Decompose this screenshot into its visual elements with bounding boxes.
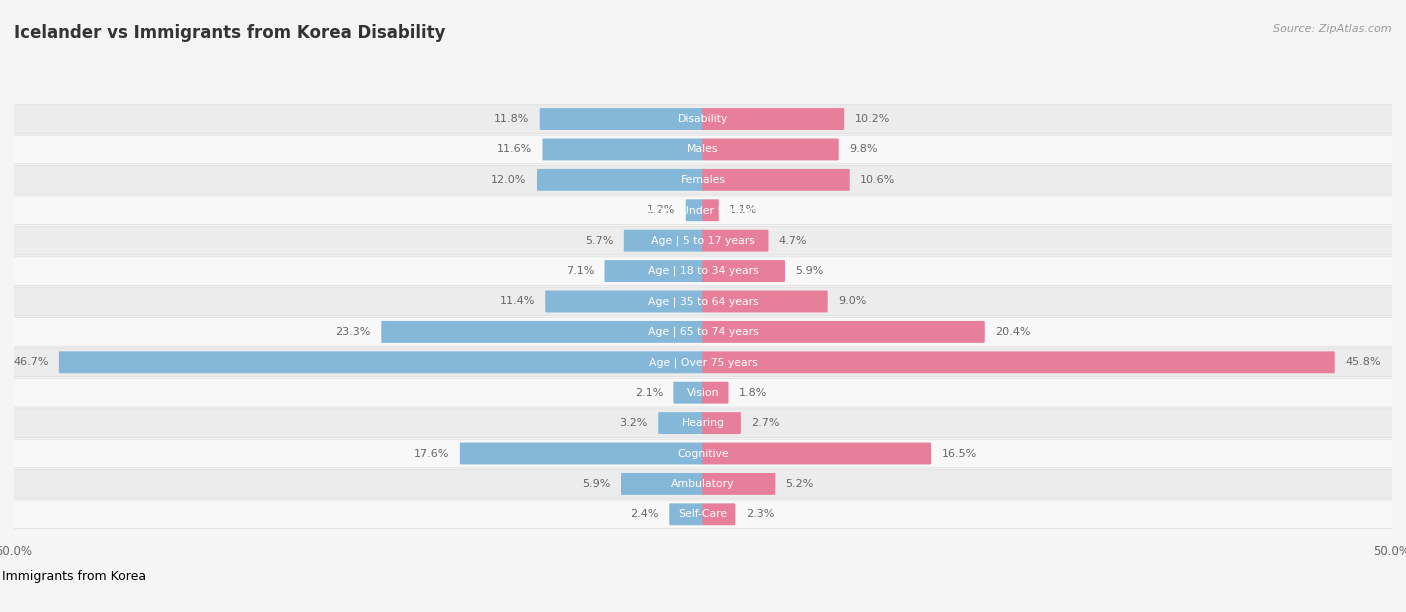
FancyBboxPatch shape bbox=[703, 260, 785, 282]
Text: 5.9%: 5.9% bbox=[796, 266, 824, 276]
FancyBboxPatch shape bbox=[0, 318, 1406, 346]
FancyBboxPatch shape bbox=[703, 382, 728, 404]
Text: 10.2%: 10.2% bbox=[855, 114, 890, 124]
Text: Source: ZipAtlas.com: Source: ZipAtlas.com bbox=[1274, 24, 1392, 34]
FancyBboxPatch shape bbox=[546, 291, 703, 312]
Text: 23.3%: 23.3% bbox=[336, 327, 371, 337]
FancyBboxPatch shape bbox=[703, 442, 931, 465]
Text: 20.4%: 20.4% bbox=[995, 327, 1031, 337]
Text: 1.8%: 1.8% bbox=[738, 387, 768, 398]
Text: 1.1%: 1.1% bbox=[730, 205, 758, 215]
Text: 2.7%: 2.7% bbox=[751, 418, 780, 428]
Text: 7.1%: 7.1% bbox=[565, 266, 595, 276]
FancyBboxPatch shape bbox=[669, 503, 703, 525]
FancyBboxPatch shape bbox=[0, 196, 1406, 225]
FancyBboxPatch shape bbox=[703, 351, 1334, 373]
Text: 4.7%: 4.7% bbox=[779, 236, 807, 245]
FancyBboxPatch shape bbox=[703, 503, 735, 525]
FancyBboxPatch shape bbox=[624, 230, 703, 252]
FancyBboxPatch shape bbox=[0, 287, 1406, 316]
Text: Age | 18 to 34 years: Age | 18 to 34 years bbox=[648, 266, 758, 277]
Text: Disability: Disability bbox=[678, 114, 728, 124]
FancyBboxPatch shape bbox=[537, 169, 703, 191]
FancyBboxPatch shape bbox=[0, 378, 1406, 407]
FancyBboxPatch shape bbox=[703, 169, 849, 191]
Text: 12.0%: 12.0% bbox=[491, 175, 527, 185]
Text: Cognitive: Cognitive bbox=[678, 449, 728, 458]
FancyBboxPatch shape bbox=[703, 230, 769, 252]
Text: 50.0%: 50.0% bbox=[0, 545, 32, 558]
Text: Age | Over 75 years: Age | Over 75 years bbox=[648, 357, 758, 368]
FancyBboxPatch shape bbox=[460, 442, 703, 465]
FancyBboxPatch shape bbox=[673, 382, 703, 404]
Text: 5.9%: 5.9% bbox=[582, 479, 610, 489]
Text: 5.2%: 5.2% bbox=[786, 479, 814, 489]
Text: Icelander vs Immigrants from Korea Disability: Icelander vs Immigrants from Korea Disab… bbox=[14, 24, 446, 42]
FancyBboxPatch shape bbox=[0, 469, 1406, 498]
FancyBboxPatch shape bbox=[59, 351, 703, 373]
FancyBboxPatch shape bbox=[621, 473, 703, 495]
Text: 45.8%: 45.8% bbox=[1346, 357, 1381, 367]
FancyBboxPatch shape bbox=[703, 200, 718, 221]
Text: 17.6%: 17.6% bbox=[415, 449, 450, 458]
Text: 10.6%: 10.6% bbox=[860, 175, 896, 185]
Text: 11.4%: 11.4% bbox=[499, 296, 534, 307]
Text: Age | 5 to 17 years: Age | 5 to 17 years bbox=[651, 236, 755, 246]
FancyBboxPatch shape bbox=[0, 500, 1406, 529]
FancyBboxPatch shape bbox=[381, 321, 703, 343]
Text: 50.0%: 50.0% bbox=[1374, 545, 1406, 558]
Text: Hearing: Hearing bbox=[682, 418, 724, 428]
Text: 16.5%: 16.5% bbox=[942, 449, 977, 458]
FancyBboxPatch shape bbox=[0, 409, 1406, 438]
Text: 11.8%: 11.8% bbox=[494, 114, 530, 124]
FancyBboxPatch shape bbox=[658, 412, 703, 434]
Text: 2.4%: 2.4% bbox=[630, 509, 659, 520]
FancyBboxPatch shape bbox=[703, 412, 741, 434]
Text: Ambulatory: Ambulatory bbox=[671, 479, 735, 489]
Text: 2.3%: 2.3% bbox=[745, 509, 775, 520]
Text: Age | 35 to 64 years: Age | 35 to 64 years bbox=[648, 296, 758, 307]
Text: 2.1%: 2.1% bbox=[634, 387, 664, 398]
FancyBboxPatch shape bbox=[0, 439, 1406, 468]
Text: Females: Females bbox=[681, 175, 725, 185]
FancyBboxPatch shape bbox=[703, 473, 775, 495]
FancyBboxPatch shape bbox=[703, 291, 828, 312]
Text: Males: Males bbox=[688, 144, 718, 154]
FancyBboxPatch shape bbox=[703, 138, 839, 160]
FancyBboxPatch shape bbox=[543, 138, 703, 160]
Text: 9.0%: 9.0% bbox=[838, 296, 866, 307]
Text: 46.7%: 46.7% bbox=[13, 357, 48, 367]
Text: 5.7%: 5.7% bbox=[585, 236, 613, 245]
Text: Age | 65 to 74 years: Age | 65 to 74 years bbox=[648, 327, 758, 337]
FancyBboxPatch shape bbox=[0, 226, 1406, 255]
Text: 11.6%: 11.6% bbox=[496, 144, 531, 154]
Text: Self-Care: Self-Care bbox=[679, 509, 727, 520]
FancyBboxPatch shape bbox=[0, 135, 1406, 164]
Text: 3.2%: 3.2% bbox=[620, 418, 648, 428]
FancyBboxPatch shape bbox=[0, 105, 1406, 133]
FancyBboxPatch shape bbox=[0, 348, 1406, 376]
FancyBboxPatch shape bbox=[0, 257, 1406, 285]
Legend: Icelander, Immigrants from Korea: Icelander, Immigrants from Korea bbox=[0, 564, 152, 588]
FancyBboxPatch shape bbox=[686, 200, 703, 221]
Text: Vision: Vision bbox=[686, 387, 720, 398]
Text: 9.8%: 9.8% bbox=[849, 144, 877, 154]
FancyBboxPatch shape bbox=[703, 108, 844, 130]
FancyBboxPatch shape bbox=[540, 108, 703, 130]
FancyBboxPatch shape bbox=[703, 321, 984, 343]
Text: 1.2%: 1.2% bbox=[647, 205, 675, 215]
Text: Age | Under 5 years: Age | Under 5 years bbox=[648, 205, 758, 215]
FancyBboxPatch shape bbox=[605, 260, 703, 282]
FancyBboxPatch shape bbox=[0, 166, 1406, 194]
